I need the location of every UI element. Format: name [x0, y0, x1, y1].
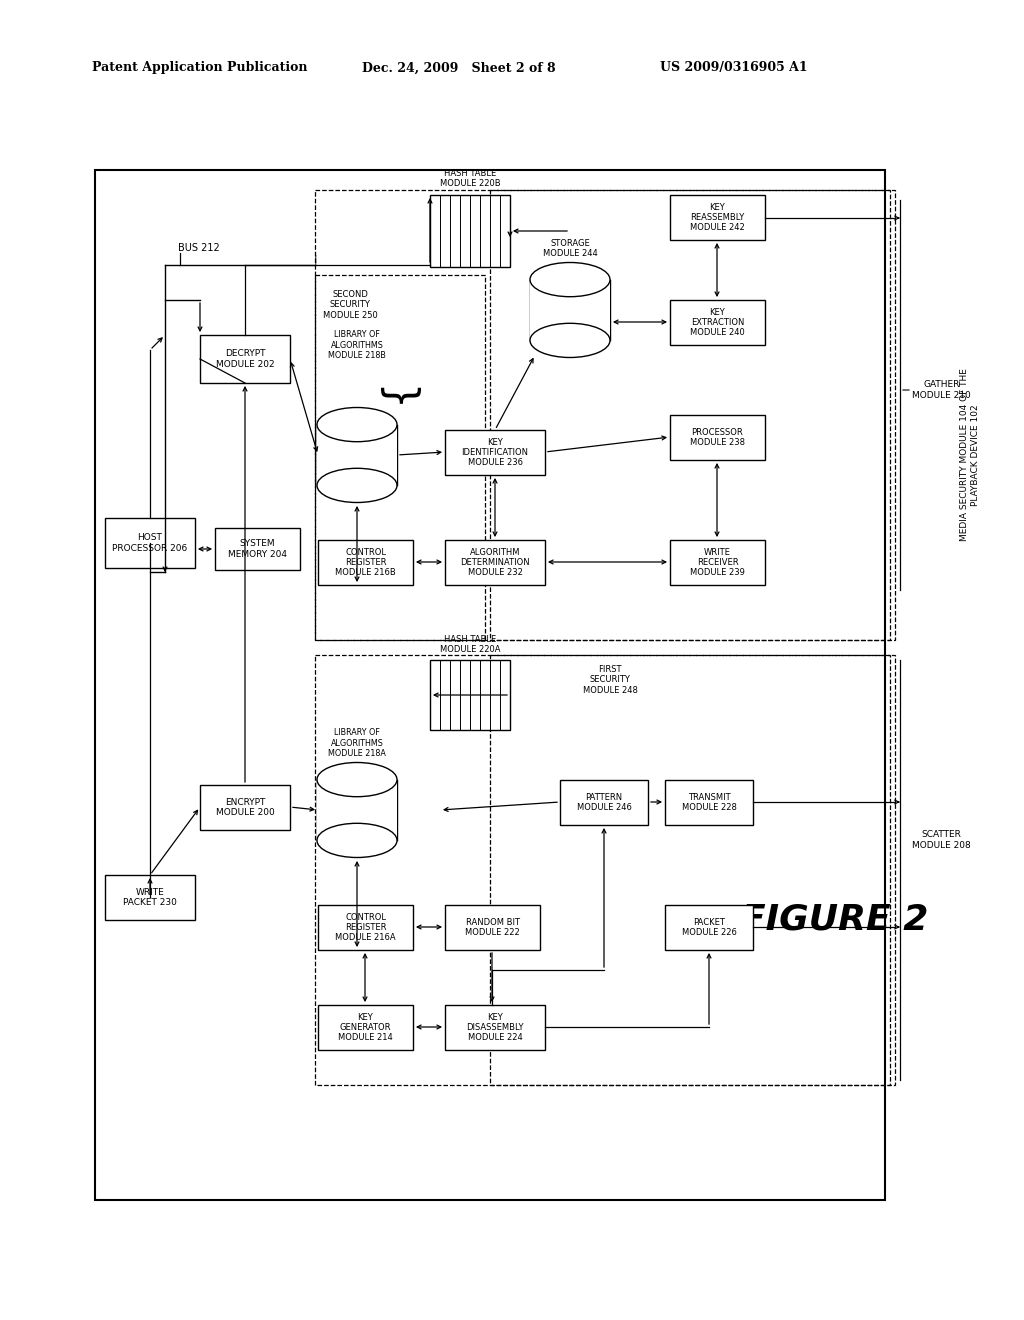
Bar: [317, 780, 397, 841]
Text: FIRST
SECURITY
MODULE 248: FIRST SECURITY MODULE 248: [583, 665, 637, 694]
Text: WRITE
PACKET 230: WRITE PACKET 230: [123, 888, 177, 907]
Bar: [315, 190, 895, 640]
Text: LIBRARY OF
ALGORITHMS
MODULE 218A: LIBRARY OF ALGORITHMS MODULE 218A: [328, 729, 386, 758]
Text: TRANSMIT
MODULE 228: TRANSMIT MODULE 228: [682, 793, 736, 812]
Bar: [105, 517, 195, 568]
Bar: [490, 190, 890, 640]
Bar: [215, 528, 300, 570]
Text: STORAGE
MODULE 244: STORAGE MODULE 244: [543, 239, 597, 257]
Text: KEY
DISASSEMBLY
MODULE 224: KEY DISASSEMBLY MODULE 224: [466, 1012, 523, 1043]
Bar: [670, 300, 765, 345]
Bar: [315, 275, 485, 640]
Bar: [430, 195, 510, 267]
Text: {: {: [377, 376, 419, 403]
Text: HASH TABLE
MODULE 220A: HASH TABLE MODULE 220A: [439, 635, 501, 653]
Text: WRITE
RECEIVER
MODULE 239: WRITE RECEIVER MODULE 239: [690, 548, 744, 577]
Text: PACKET
MODULE 226: PACKET MODULE 226: [682, 917, 736, 937]
Bar: [318, 540, 413, 585]
Bar: [445, 906, 540, 950]
Text: BUS 212: BUS 212: [178, 243, 220, 253]
Bar: [318, 1005, 413, 1049]
Text: KEY
REASSEMBLY
MODULE 242: KEY REASSEMBLY MODULE 242: [690, 202, 744, 232]
Bar: [95, 170, 885, 1200]
Text: FIGURE 2: FIGURE 2: [741, 903, 929, 937]
Bar: [318, 906, 413, 950]
Bar: [200, 335, 290, 383]
Text: ENCRYPT
MODULE 200: ENCRYPT MODULE 200: [216, 797, 274, 817]
Ellipse shape: [317, 763, 397, 797]
Bar: [670, 540, 765, 585]
Bar: [200, 785, 290, 830]
Text: HASH TABLE
MODULE 220B: HASH TABLE MODULE 220B: [439, 169, 501, 187]
Bar: [315, 655, 895, 1085]
Text: PATTERN
MODULE 246: PATTERN MODULE 246: [577, 793, 632, 812]
Text: CONTROL
REGISTER
MODULE 216A: CONTROL REGISTER MODULE 216A: [335, 912, 396, 942]
Text: Dec. 24, 2009   Sheet 2 of 8: Dec. 24, 2009 Sheet 2 of 8: [362, 62, 556, 74]
Text: US 2009/0316905 A1: US 2009/0316905 A1: [660, 62, 808, 74]
Text: |: |: [313, 255, 316, 265]
Bar: [445, 430, 545, 475]
Bar: [530, 280, 610, 341]
Bar: [670, 414, 765, 459]
Text: KEY
IDENTIFICATION
MODULE 236: KEY IDENTIFICATION MODULE 236: [462, 438, 528, 467]
Text: Patent Application Publication: Patent Application Publication: [92, 62, 307, 74]
Text: SYSTEM
MEMORY 204: SYSTEM MEMORY 204: [228, 540, 287, 558]
Text: SECOND
SECURITY
MODULE 250: SECOND SECURITY MODULE 250: [323, 290, 378, 319]
Text: SCATTER
MODULE 208: SCATTER MODULE 208: [912, 830, 971, 850]
Text: KEY
EXTRACTION
MODULE 240: KEY EXTRACTION MODULE 240: [690, 308, 744, 338]
Text: RANDOM BIT
MODULE 222: RANDOM BIT MODULE 222: [465, 917, 520, 937]
Ellipse shape: [530, 323, 610, 358]
Bar: [430, 660, 510, 730]
Text: PROCESSOR
MODULE 238: PROCESSOR MODULE 238: [690, 428, 745, 447]
Bar: [105, 875, 195, 920]
Text: HOST
PROCESSOR 206: HOST PROCESSOR 206: [113, 533, 187, 553]
Bar: [490, 655, 890, 1085]
Text: MEDIA SECURITY MODULE 104 OF THE
PLAYBACK DEVICE 102: MEDIA SECURITY MODULE 104 OF THE PLAYBAC…: [961, 368, 980, 541]
Bar: [670, 195, 765, 240]
Bar: [665, 906, 753, 950]
Text: CONTROL
REGISTER
MODULE 216B: CONTROL REGISTER MODULE 216B: [335, 548, 396, 577]
Bar: [560, 780, 648, 825]
Bar: [665, 780, 753, 825]
Ellipse shape: [530, 263, 610, 297]
Text: ALGORITHM
DETERMINATION
MODULE 232: ALGORITHM DETERMINATION MODULE 232: [460, 548, 529, 577]
Ellipse shape: [317, 469, 397, 503]
Bar: [317, 425, 397, 486]
Bar: [445, 1005, 545, 1049]
Bar: [445, 540, 545, 585]
Text: KEY
GENERATOR
MODULE 214: KEY GENERATOR MODULE 214: [338, 1012, 393, 1043]
Text: LIBRARY OF
ALGORITHMS
MODULE 218B: LIBRARY OF ALGORITHMS MODULE 218B: [328, 330, 386, 360]
Text: GATHER
MODULE 210: GATHER MODULE 210: [912, 380, 971, 400]
Ellipse shape: [317, 824, 397, 858]
Ellipse shape: [317, 408, 397, 442]
Text: DECRYPT
MODULE 202: DECRYPT MODULE 202: [216, 350, 274, 368]
